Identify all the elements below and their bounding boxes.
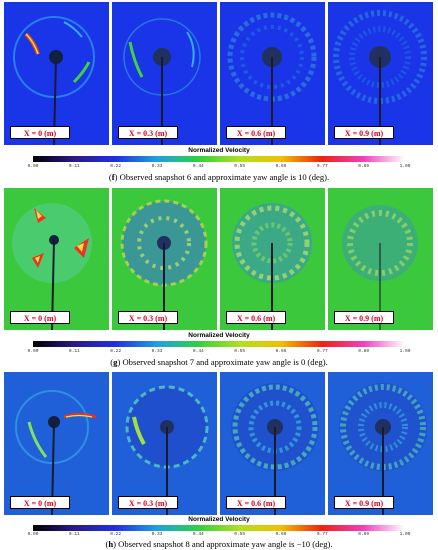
panel-g-1: X = 0 (m) xyxy=(4,188,109,330)
colorbar-ticks: 0.00 0.11 0.22 0.33 0.44 0.55 0.66 0.77 0.89 1.00 xyxy=(28,532,411,539)
panel-label: X = 0.9 (m) xyxy=(334,311,394,324)
velocity-field-h-2 xyxy=(112,372,217,515)
panel-g-3: X = 0.6 (m) xyxy=(220,188,325,330)
velocity-field-g-1 xyxy=(4,188,109,330)
colorbar xyxy=(33,156,405,162)
colorbar-tick-label: 0.66 xyxy=(275,164,287,169)
colorbar-tick-label: 0.00 xyxy=(27,349,39,354)
panel-label: X = 0.3 (m) xyxy=(118,126,178,139)
caption-g: (g) Observed snapshot 7 and approximate … xyxy=(110,357,328,367)
panel-label: X = 0.6 (m) xyxy=(226,126,286,139)
colorbar-ticks: 0.00 0.11 0.22 0.33 0.44 0.55 0.66 0.77 0.89 1.00 xyxy=(28,349,411,356)
colorbar xyxy=(33,525,405,531)
colorbar-tick-label: 1.00 xyxy=(399,164,411,169)
colorbar-title: Normalized Velocity xyxy=(188,332,250,339)
panel-h-1: X = 0 (m) xyxy=(4,372,109,515)
velocity-field-g-4 xyxy=(328,188,433,330)
colorbar-tick-label: 0.89 xyxy=(358,349,370,354)
caption-letter: h xyxy=(108,539,114,549)
colorbar-tick-label: 0.55 xyxy=(234,164,246,169)
caption-text: Observed snapshot 8 and approximate yaw … xyxy=(116,539,333,549)
colorbar-tick-label: 0.77 xyxy=(316,349,328,354)
figure-f-panels: X = 0 (m) X = 0.3 (m) X = 0.6 (m) xyxy=(4,2,434,145)
colorbar-tick-label: 0.22 xyxy=(110,164,122,169)
velocity-field-h-1 xyxy=(4,372,109,515)
panel-label: X = 0.6 (m) xyxy=(226,311,286,324)
panel-f-3: X = 0.6 (m) xyxy=(220,2,325,145)
caption-text: Observed snapshot 6 and approximate yaw … xyxy=(117,172,330,182)
colorbar-tick-label: 0.00 xyxy=(27,164,39,169)
colorbar-tick-label: 0.89 xyxy=(358,532,370,537)
colorbar-tick-label: 0.11 xyxy=(68,532,80,537)
caption-h: (h) Observed snapshot 8 and approximate … xyxy=(105,539,333,549)
panel-label: X = 0.9 (m) xyxy=(334,126,394,139)
colorbar-tick-label: 0.55 xyxy=(234,349,246,354)
colorbar-ticks: 0.00 0.11 0.22 0.33 0.44 0.55 0.66 0.77 0.89 1.00 xyxy=(28,164,411,171)
panel-g-4: X = 0.9 (m) xyxy=(328,188,433,330)
figure-g-panels: X = 0 (m) X = 0.3 (m) X = 0.6 (m) X xyxy=(4,188,434,330)
colorbar-tick-label: 0.22 xyxy=(110,532,122,537)
panel-h-2: X = 0.3 (m) xyxy=(112,372,217,515)
velocity-field-g-2 xyxy=(112,188,217,330)
velocity-field-g-3 xyxy=(220,188,325,330)
colorbar-tick-label: 0.22 xyxy=(110,349,122,354)
colorbar-tick-label: 1.00 xyxy=(399,349,411,354)
panel-label: X = 0.6 (m) xyxy=(226,496,286,509)
colorbar-tick-label: 0.11 xyxy=(68,164,80,169)
panel-label: X = 0.3 (m) xyxy=(118,311,178,324)
caption-text: Observed snapshot 7 and approximate yaw … xyxy=(120,357,328,367)
colorbar-tick-label: 0.66 xyxy=(275,532,287,537)
colorbar-tick-label: 0.77 xyxy=(316,164,328,169)
velocity-field-h-3 xyxy=(220,372,325,515)
colorbar-tick-label: 0.00 xyxy=(27,532,39,537)
velocity-field-f-1 xyxy=(4,2,109,145)
panel-label: X = 0.9 (m) xyxy=(334,496,394,509)
colorbar-title: Normalized Velocity xyxy=(188,516,250,523)
panel-label: X = 0 (m) xyxy=(10,126,70,139)
panel-label: X = 0.3 (m) xyxy=(118,496,178,509)
caption-letter: f xyxy=(111,172,115,182)
colorbar-tick-label: 0.66 xyxy=(275,349,287,354)
colorbar-tick-label: 0.89 xyxy=(358,164,370,169)
velocity-field-h-4 xyxy=(328,372,433,515)
panel-g-2: X = 0.3 (m) xyxy=(112,188,217,330)
figure-h-panels: X = 0 (m) X = 0.3 (m) X = 0.6 (m) xyxy=(4,372,434,515)
colorbar-tick-label: 0.44 xyxy=(192,164,204,169)
velocity-field-f-3 xyxy=(220,2,325,145)
colorbar-tick-label: 0.44 xyxy=(192,532,204,537)
colorbar-title: Normalized Velocity xyxy=(188,147,250,154)
caption-f: (f) Observed snapshot 6 and approximate … xyxy=(108,172,330,182)
colorbar-tick-label: 0.77 xyxy=(316,532,328,537)
panel-label: X = 0 (m) xyxy=(10,496,70,509)
colorbar xyxy=(33,341,405,347)
caption-letter: g xyxy=(113,357,118,367)
panel-f-2: X = 0.3 (m) xyxy=(112,2,217,145)
colorbar-tick-label: 0.33 xyxy=(151,349,163,354)
panel-f-1: X = 0 (m) xyxy=(4,2,109,145)
velocity-field-f-2 xyxy=(112,2,217,145)
panel-label: X = 0 (m) xyxy=(10,311,70,324)
panel-h-3: X = 0.6 (m) xyxy=(220,372,325,515)
velocity-field-f-4 xyxy=(328,2,433,145)
panel-f-4: X = 0.9 (m) xyxy=(328,2,433,145)
colorbar-tick-label: 0.55 xyxy=(234,532,246,537)
panel-h-4: X = 0.9 (m) xyxy=(328,372,433,515)
colorbar-tick-label: 0.33 xyxy=(151,164,163,169)
colorbar-tick-label: 0.44 xyxy=(192,349,204,354)
colorbar-tick-label: 1.00 xyxy=(399,532,411,537)
colorbar-tick-label: 0.33 xyxy=(151,532,163,537)
colorbar-tick-label: 0.11 xyxy=(68,349,80,354)
